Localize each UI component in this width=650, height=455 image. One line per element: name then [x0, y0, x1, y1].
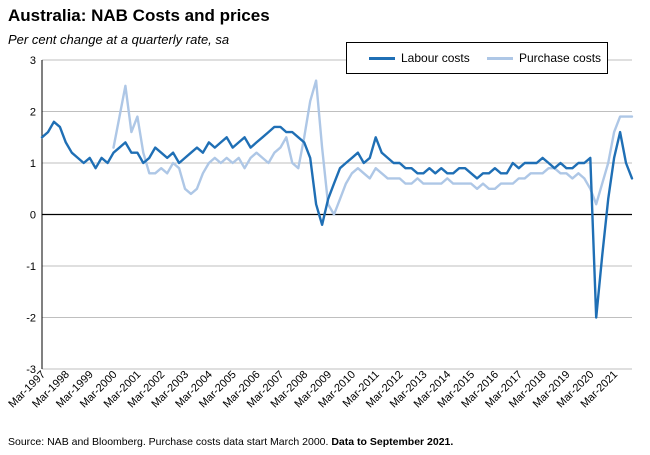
legend-label-labour: Labour costs: [401, 51, 470, 65]
y-tick-label: 3: [30, 55, 36, 67]
x-tick-labels: Mar-1997Mar-1998Mar-1999Mar-2000Mar-2001…: [6, 369, 620, 411]
axes: [41, 60, 632, 369]
y-tick-label: 2: [30, 107, 36, 119]
source-note: Source: NAB and Bloomberg. Purchase cost…: [8, 436, 453, 448]
source-text: Source: NAB and Bloomberg. Purchase cost…: [8, 436, 332, 448]
y-tick-label: -1: [26, 261, 36, 273]
source-bold: Data to September 2021.: [331, 436, 454, 448]
chart-title: Australia: NAB Costs and prices: [8, 6, 270, 25]
legend-swatch-labour: [369, 56, 395, 60]
y-tick-label: 0: [30, 210, 36, 222]
series-line-purchase-costs: [112, 79, 634, 216]
series-line-labour-costs: [40, 120, 634, 319]
legend: Labour costs Purchase costs: [346, 42, 608, 74]
chart-subtitle: Per cent change at a quarterly rate, sa: [8, 32, 230, 47]
y-tick-label: -2: [26, 313, 36, 325]
series-lines: [40, 79, 634, 319]
y-tick-label: 1: [30, 158, 36, 170]
legend-label-purchase: Purchase costs: [519, 51, 602, 65]
y-tick-label: -3: [26, 364, 36, 376]
legend-item-labour: Labour costs: [369, 51, 470, 65]
gridlines: [42, 59, 632, 370]
legend-swatch-purchase: [487, 56, 513, 60]
y-tick-labels: -3 -2 -1 0 1 2 3: [26, 55, 36, 376]
legend-item-purchase: Purchase costs: [487, 51, 601, 65]
